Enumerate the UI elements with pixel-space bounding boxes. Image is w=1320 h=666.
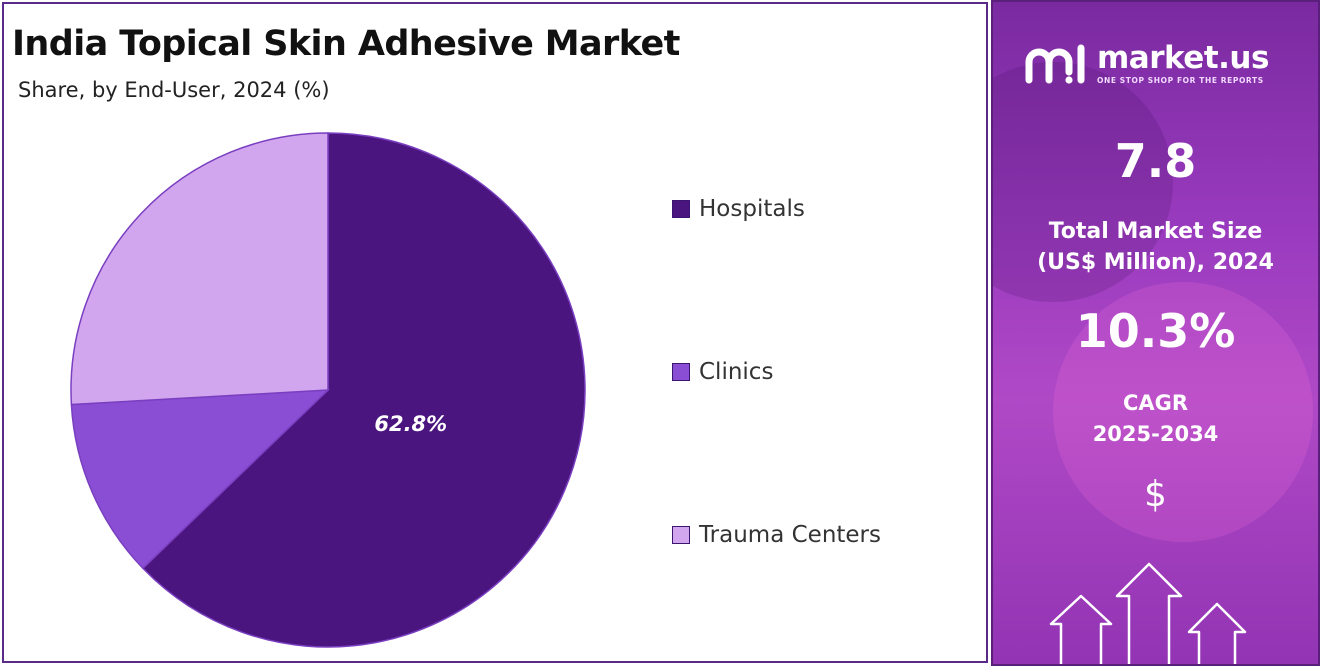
logo-name: market.us — [1097, 39, 1269, 76]
chart-panel: India Topical Skin Adhesive Market Share… — [2, 2, 988, 663]
legend-swatch-clinics — [672, 363, 690, 381]
legend-label-hospitals: Hospitals — [699, 196, 805, 222]
market-size-value: 7.8 — [1114, 134, 1197, 188]
pie-slice-trauma-centers — [70, 132, 329, 406]
cagr-value: 10.3% — [1075, 304, 1236, 358]
legend-swatch-hospitals — [672, 200, 690, 218]
legend-label-trauma-centers: Trauma Centers — [699, 522, 882, 548]
cagr-label: CAGR — [1122, 391, 1189, 415]
pie-slice-hospitals — [141, 132, 586, 648]
market-size-label-line2: (US$ Million), 2024 — [1037, 250, 1274, 275]
growth-arrows-icon — [1049, 562, 1247, 664]
legend-item-trauma-centers: Trauma Centers — [672, 522, 881, 548]
legend-label-clinics: Clinics — [699, 359, 774, 385]
legend-swatch-trauma-centers — [672, 526, 690, 544]
data-label-hospitals: 62.8% — [374, 412, 447, 436]
pie-chart: 62.8% — [70, 132, 586, 648]
pie-slice-clinics — [70, 389, 330, 570]
cagr-period: 2025-2034 — [1092, 422, 1219, 446]
chart-title: India Topical Skin Adhesive Market — [12, 24, 680, 64]
brand-logo[interactable]: market.us ONE STOP SHOP FOR THE REPORTS — [1023, 40, 1269, 86]
info-panel: market.us ONE STOP SHOP FOR THE REPORTS … — [991, 0, 1320, 666]
logo-tagline: ONE STOP SHOP FOR THE REPORTS — [1097, 75, 1264, 85]
logo-icon — [1025, 44, 1085, 84]
legend-item-hospitals: Hospitals — [672, 196, 805, 222]
market-size-label-line1: Total Market Size — [1048, 219, 1263, 244]
legend-item-clinics: Clinics — [672, 359, 773, 385]
background-glow — [1053, 282, 1313, 542]
dollar-icon: $ — [1144, 474, 1167, 515]
chart-subtitle: Share, by End-User, 2024 (%) — [18, 78, 330, 102]
